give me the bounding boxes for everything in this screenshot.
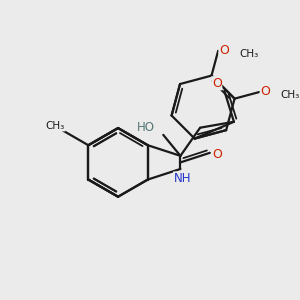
Text: O: O (219, 44, 229, 57)
Text: O: O (212, 148, 222, 161)
Text: CH₃: CH₃ (280, 90, 300, 100)
Text: O: O (212, 77, 222, 90)
Text: HO: HO (137, 121, 155, 134)
Text: CH₃: CH₃ (239, 49, 258, 58)
Text: NH: NH (174, 172, 191, 185)
Text: O: O (260, 85, 270, 98)
Text: CH₃: CH₃ (46, 121, 65, 131)
